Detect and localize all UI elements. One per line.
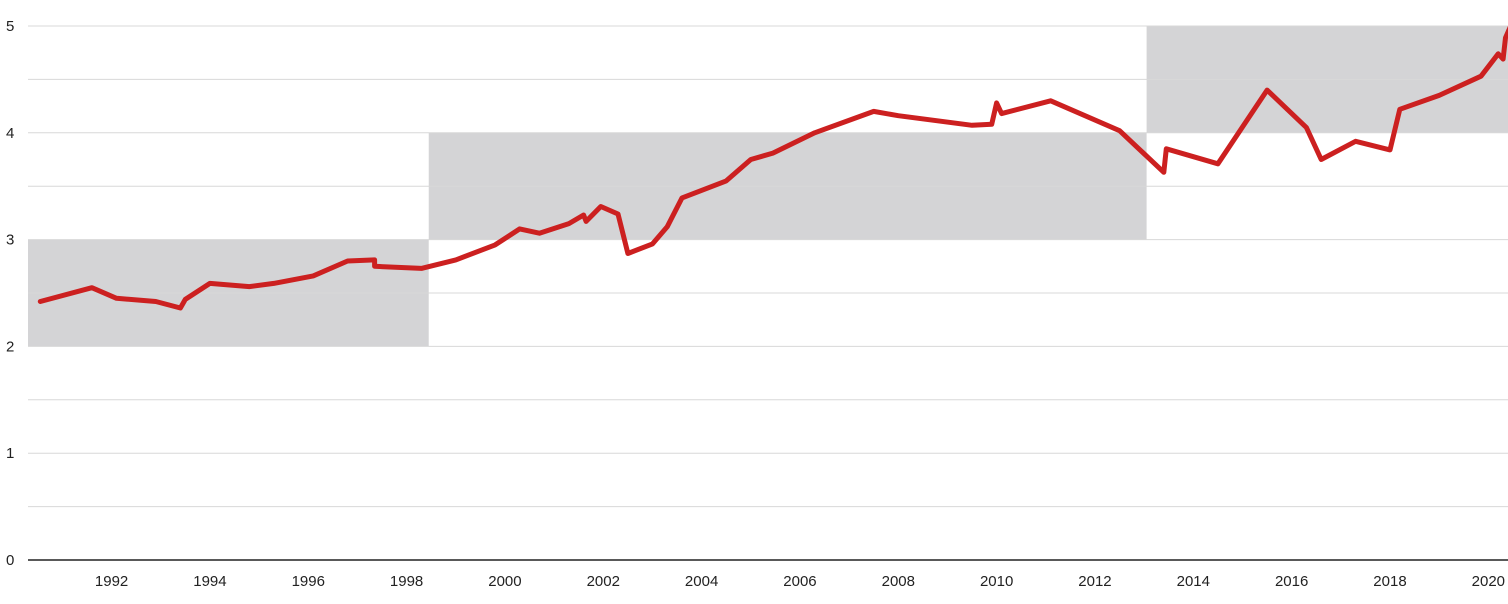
x-axis-ticks: 1992 1994 1996 1998 2000 2002 2004 2006 2008 2010… <box>95 573 1505 590</box>
y-tick-label: 1 <box>6 445 14 462</box>
x-tick-label: 1992 <box>95 573 128 590</box>
x-tick-label: 2016 <box>1275 573 1308 590</box>
y-tick-label: 0 <box>6 552 14 569</box>
series-line <box>37 25 1508 311</box>
y-tick-label: 5 <box>6 18 14 35</box>
x-tick-label: 1996 <box>292 573 325 590</box>
x-tick-label: 2008 <box>882 573 915 590</box>
x-tick-label: 1994 <box>193 573 226 590</box>
y-axis-ticks: 0 1 2 3 4 5 <box>6 18 14 569</box>
x-tick-label: 2006 <box>783 573 816 590</box>
y-tick-label: 3 <box>6 232 14 249</box>
y-tick-label: 4 <box>6 125 14 142</box>
gridlines <box>28 25 1508 508</box>
x-tick-label: 1998 <box>390 573 423 590</box>
x-tick-label: 2004 <box>685 573 718 590</box>
x-tick-label: 2002 <box>587 573 620 590</box>
x-tick-label: 2018 <box>1373 573 1406 590</box>
x-tick-label: 2000 <box>488 573 521 590</box>
x-tick-label: 2010 <box>980 573 1013 590</box>
y-tick-label: 2 <box>6 338 14 355</box>
x-tick-label: 2012 <box>1078 573 1111 590</box>
x-tick-label: 2020 <box>1472 573 1505 590</box>
x-tick-label: 2014 <box>1177 573 1210 590</box>
